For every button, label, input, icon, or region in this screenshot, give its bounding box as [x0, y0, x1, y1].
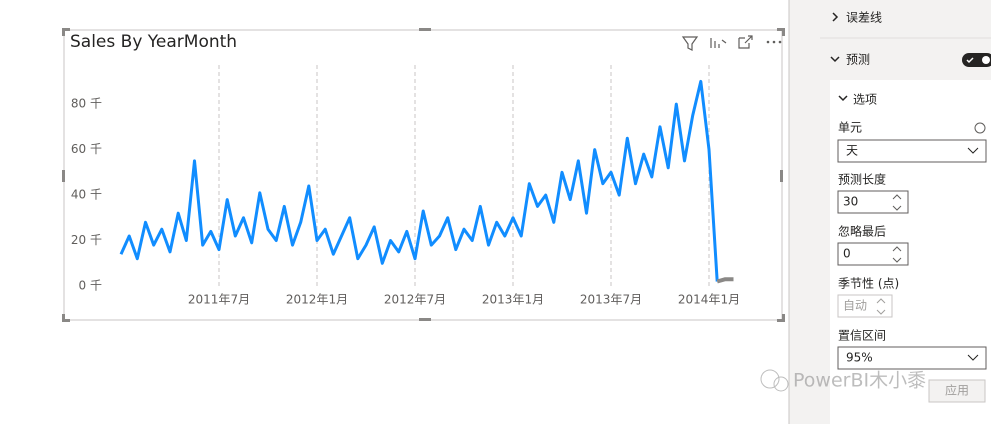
visual-frame[interactable]: [63, 29, 783, 321]
chevron: [830, 56, 840, 63]
ignore-input[interactable]: [837, 242, 909, 266]
y-tick-label: 60 千: [71, 142, 102, 156]
apply-button[interactable]: [928, 379, 986, 403]
dropdown-arrow: [967, 354, 979, 361]
y-tick-label: 20 千: [71, 233, 102, 247]
field-label: 忽略最后: [838, 224, 886, 239]
field-value: 自动: [843, 299, 867, 313]
apply-label: 应用: [945, 383, 969, 398]
visual-header-icons: [681, 35, 753, 51]
toggle-knob: [982, 56, 990, 64]
x-tick-label: 2013年7月: [580, 293, 642, 307]
confidence-dropdown[interactable]: [837, 346, 987, 370]
field-value: 0: [843, 247, 851, 261]
x-tick-label: 2013年1月: [482, 293, 544, 307]
series-line: [716, 277, 734, 284]
field-value: 天: [846, 144, 858, 158]
length-input[interactable]: [837, 190, 909, 214]
resize-handles: [62, 28, 785, 322]
focus-icon[interactable]: [738, 35, 753, 49]
field-label: 置信区间: [838, 329, 886, 343]
y-tick-label: 0 千: [79, 279, 102, 293]
watermark: PowerBI木小黍: [760, 369, 926, 392]
field-label: 预测长度: [838, 172, 886, 187]
more-icon[interactable]: [766, 40, 782, 44]
plot: 0 千 20 千 40 千 60 千 80 千 2011年7月 2012年1月 2012年7月…: [71, 65, 740, 307]
x-tick-label: 2012年7月: [384, 293, 446, 307]
toggle[interactable]: [962, 53, 991, 67]
unit-dropdown[interactable]: [837, 139, 987, 163]
field-label: 季节性 (点): [838, 277, 899, 291]
field-value: 95%: [846, 351, 873, 365]
x-tick-label: 2011年7月: [188, 293, 250, 307]
spinner[interactable]: [892, 246, 902, 263]
section-title[interactable]: 预测: [846, 53, 870, 67]
field-value: 30: [843, 195, 858, 209]
chart-title: Sales By YearMonth: [70, 32, 237, 52]
drill-icon[interactable]: [710, 38, 727, 48]
chevron: [832, 12, 839, 22]
spinner[interactable]: [892, 194, 902, 211]
x-tick-label: 2012年1月: [286, 293, 348, 307]
y-tick-label: 80 千: [71, 97, 102, 111]
info-icon[interactable]: [974, 122, 986, 134]
filter-icon[interactable]: [681, 36, 699, 51]
dropdown-arrow: [967, 147, 979, 154]
field-label: 单元: [838, 121, 862, 135]
spinner[interactable]: [876, 298, 886, 315]
section-title[interactable]: 误差线: [846, 11, 882, 25]
chevron: [838, 95, 848, 102]
toggle-check: [966, 57, 974, 64]
card-title[interactable]: 选项: [853, 93, 877, 107]
y-tick-label: 40 千: [71, 188, 102, 202]
watermark-text: PowerBI木小黍: [793, 370, 926, 392]
x-tick-label: 2014年1月: [678, 293, 740, 307]
series-line: [119, 79, 719, 282]
